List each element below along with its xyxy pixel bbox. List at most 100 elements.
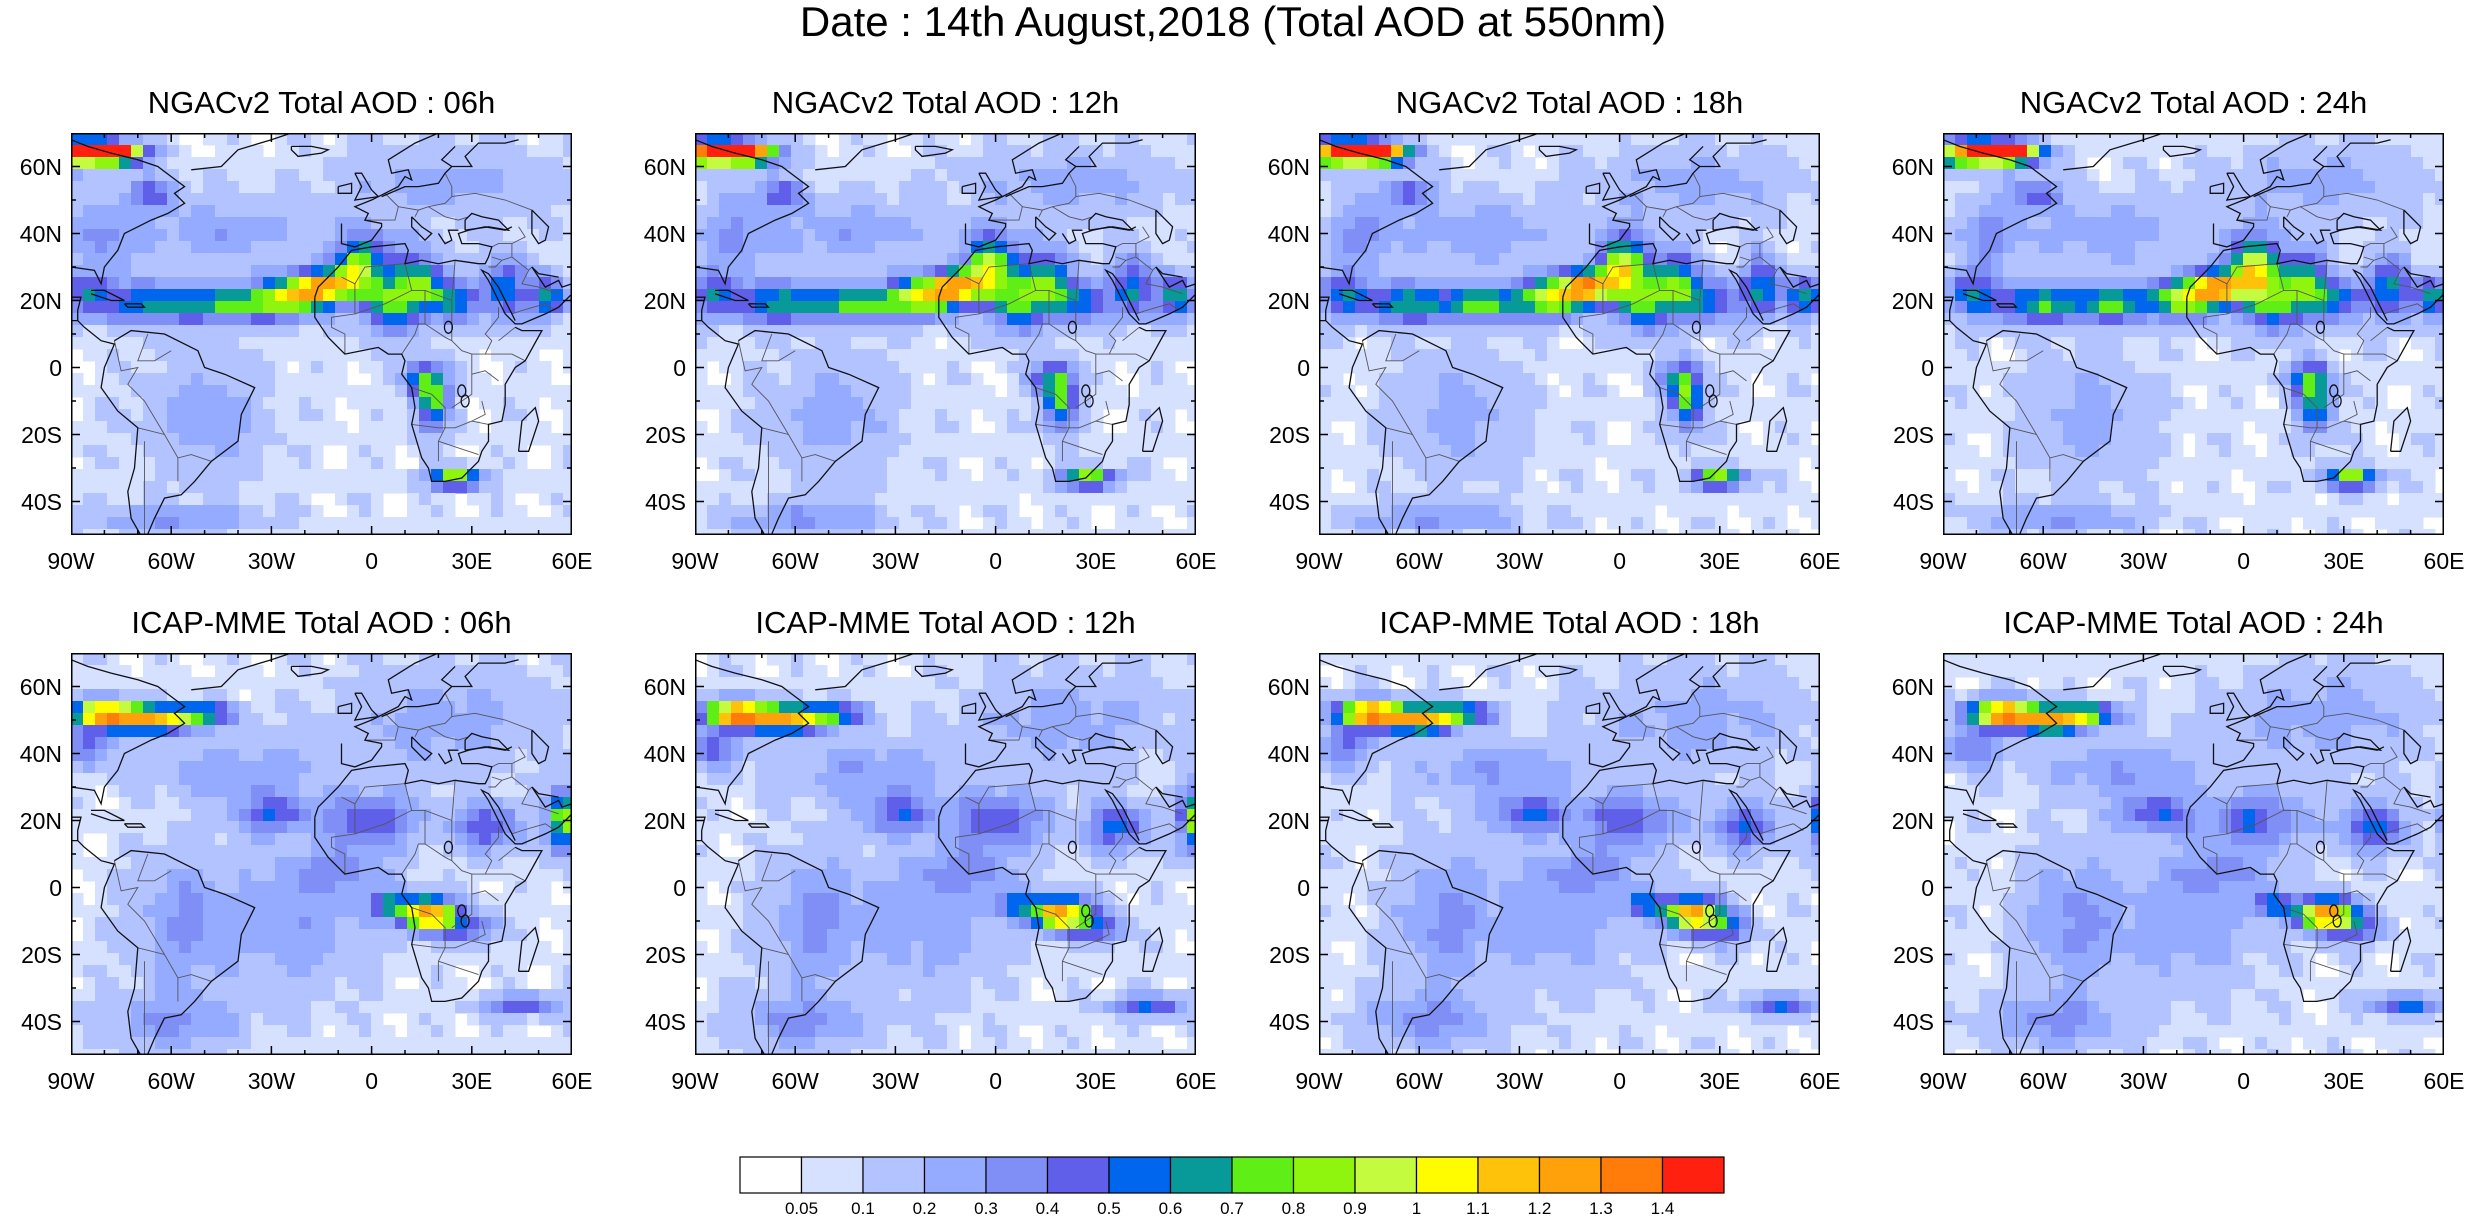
colorbar-swatch <box>1292 1156 1356 1194</box>
aod-map <box>695 653 1196 1055</box>
lon-label: 0 <box>2237 1068 2250 1094</box>
lon-label: 30E <box>1075 548 1117 574</box>
lat-label: 60N <box>19 153 62 180</box>
lat-label: 40S <box>645 1008 686 1035</box>
aod-map <box>1943 653 2444 1055</box>
lat-label: 20S <box>645 941 686 968</box>
map-panel: NGACv2 Total AOD : 24h 60N 40N 20N 0 20S 40S 90… <box>1872 86 2466 586</box>
colorbar-swatch <box>985 1156 1049 1194</box>
lat-label: 40S <box>1269 488 1310 515</box>
colorbar-label: 0.1 <box>851 1199 875 1218</box>
axis-ticks <box>1319 133 1820 535</box>
panel-title: ICAP-MME Total AOD : 12h <box>755 605 1136 640</box>
lat-label: 0 <box>49 354 62 381</box>
colorbar-swatch <box>1231 1156 1295 1194</box>
panel-title: NGACv2 Total AOD : 18h <box>1395 85 1744 120</box>
lon-label: 0 <box>1613 548 1626 574</box>
aod-field <box>1319 653 1820 1055</box>
map-plot <box>695 133 1196 535</box>
main-title: Date : 14th August,2018 (Total AOD at 55… <box>799 0 1667 45</box>
lon-label: 60E <box>551 1068 593 1094</box>
lat-label: 20S <box>645 421 686 448</box>
lon-label: 30E <box>2323 548 2365 574</box>
lon-label: 60W <box>771 1068 819 1094</box>
colorbar-label: 0.9 <box>1343 1199 1367 1218</box>
country-borders <box>1985 172 2431 535</box>
map-panel: ICAP-MME Total AOD : 18h 60N 40N 20N 0 20S 40S… <box>1248 606 1848 1106</box>
lat-label: 0 <box>1921 354 1934 381</box>
lat-label: 20S <box>1269 941 1310 968</box>
aod-field <box>71 133 572 535</box>
lat-label: 40N <box>1267 740 1310 767</box>
lat-label: 60N <box>1891 153 1934 180</box>
lat-label: 40N <box>1891 220 1934 247</box>
lat-label: 0 <box>1297 874 1310 901</box>
colorbar-label: 1.2 <box>1527 1199 1552 1218</box>
map-panel: NGACv2 Total AOD : 06h 60N 40N 20N 0 20S 40S 90… <box>0 86 600 586</box>
map-plot <box>1943 653 2444 1055</box>
lat-label: 40N <box>643 220 686 247</box>
lat-label: 20S <box>1893 941 1934 968</box>
colorbar-swatch <box>1600 1156 1664 1194</box>
panel-title: NGACv2 Total AOD : 06h <box>147 85 496 120</box>
lat-label: 40S <box>21 1008 62 1035</box>
colorbar-swatch <box>1477 1156 1541 1194</box>
lon-label: 60E <box>551 548 593 574</box>
map-plot <box>1943 133 2444 535</box>
axis-ticks <box>1319 653 1820 1055</box>
colorbar-swatch <box>1169 1156 1233 1194</box>
colorbar-swatch <box>1538 1156 1602 1194</box>
lat-label: 40S <box>1893 1008 1934 1035</box>
axis-ticks <box>695 653 1196 1055</box>
lat-label: 60N <box>1267 153 1310 180</box>
lon-label: 60W <box>771 548 819 574</box>
lon-label: 90W <box>1919 1068 1967 1094</box>
lon-label: 30W <box>871 548 920 574</box>
coastlines <box>695 133 1196 535</box>
lon-label: 30W <box>2119 548 2168 574</box>
lon-label: 60E <box>1175 548 1217 574</box>
lon-label: 60E <box>1799 548 1841 574</box>
lon-label: 0 <box>1613 1068 1626 1094</box>
map-panel: NGACv2 Total AOD : 12h 60N 40N 20N 0 20S 40S 90… <box>624 86 1224 586</box>
aod-field <box>1319 133 1820 535</box>
lat-label: 0 <box>673 874 686 901</box>
map-panel: ICAP-MME Total AOD : 06h 60N 40N 20N 0 20S 40S… <box>0 606 600 1106</box>
colorbar-label: 0.3 <box>974 1199 998 1218</box>
aod-map <box>71 653 572 1055</box>
lat-label: 40N <box>19 740 62 767</box>
lon-label: 60W <box>147 1068 195 1094</box>
lon-label: 30W <box>247 1068 296 1094</box>
lon-label: 90W <box>1919 548 1967 574</box>
lat-label: 20N <box>1891 807 1934 834</box>
lon-label: 60W <box>2019 1068 2067 1094</box>
colorbar-label: 0.6 <box>1158 1199 1183 1218</box>
lon-label: 90W <box>1295 548 1343 574</box>
aod-field <box>1943 133 2444 535</box>
lon-label: 60W <box>1395 548 1443 574</box>
lat-label: 20N <box>19 287 62 314</box>
lon-label: 30W <box>1495 1068 1544 1094</box>
colorbar-label: 1.4 <box>1650 1199 1675 1218</box>
aod-field <box>695 133 1196 535</box>
lon-label: 60E <box>1799 1068 1841 1094</box>
lat-label: 40N <box>1267 220 1310 247</box>
lon-label: 0 <box>365 548 378 574</box>
map-panel: ICAP-MME Total AOD : 24h 60N 40N 20N 0 20S 40S… <box>1872 606 2466 1106</box>
lon-label: 30E <box>1699 548 1741 574</box>
lat-label: 0 <box>1297 354 1310 381</box>
coastlines <box>695 653 1196 1055</box>
lat-label: 20S <box>21 941 62 968</box>
colorbar-swatch <box>1661 1156 1725 1194</box>
country-borders <box>737 172 1183 535</box>
lat-label: 20N <box>643 287 686 314</box>
aod-field <box>71 653 572 1055</box>
coastlines <box>71 133 572 535</box>
lon-label: 60E <box>1175 1068 1217 1094</box>
lon-label: 90W <box>1295 1068 1343 1094</box>
lat-label: 60N <box>643 153 686 180</box>
map-plot <box>695 653 1196 1055</box>
colorbar-label: 1 <box>1411 1199 1422 1218</box>
aod-map <box>1943 133 2444 535</box>
lon-label: 0 <box>989 1068 1002 1094</box>
